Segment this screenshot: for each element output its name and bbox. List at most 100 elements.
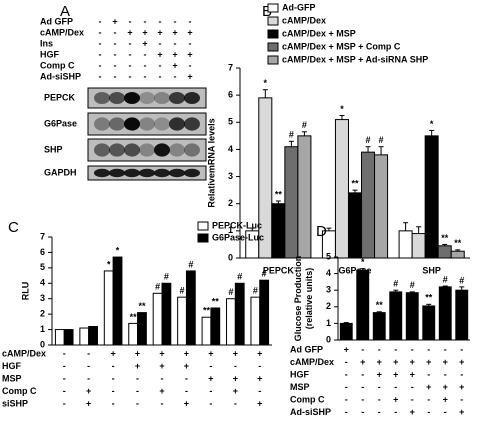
condition-sign: - [112, 361, 115, 371]
condition-sign: - [161, 398, 164, 408]
legend-swatch [197, 233, 209, 243]
condition-sign: + [443, 394, 448, 404]
condition-sign: - [136, 398, 139, 408]
condition-sign: - [144, 49, 147, 59]
bar [79, 327, 90, 346]
condition-label: Ad GFP [40, 16, 73, 26]
legend-swatch [267, 3, 279, 13]
blot-band [139, 117, 155, 131]
condition-sign: + [377, 369, 382, 379]
y-tick-label: 5 [326, 251, 331, 261]
condition-sign: - [411, 382, 414, 392]
y-tick-label: 7 [228, 62, 233, 72]
condition-sign: - [378, 394, 381, 404]
condition-sign: - [234, 361, 237, 371]
panel-label: C [8, 219, 19, 236]
panel-label: B [262, 3, 272, 20]
condition-sign: + [172, 60, 177, 70]
bar [137, 312, 147, 346]
condition-sign: - [129, 38, 132, 48]
condition-sign: - [185, 373, 188, 383]
condition-sign: + [184, 348, 189, 358]
condition-sign: - [114, 60, 117, 70]
bar [372, 312, 386, 341]
blot-band [169, 143, 185, 157]
blot-band [139, 168, 155, 178]
y-tick-label: 4 [40, 278, 45, 288]
condition-sign: - [174, 16, 177, 26]
condition-sign: + [393, 357, 398, 367]
significance-mark: # [410, 280, 415, 290]
condition-sign: + [410, 357, 415, 367]
condition-sign: + [187, 49, 192, 59]
significance-mark: # [443, 274, 448, 284]
condition-sign: + [172, 49, 177, 59]
condition-sign: - [345, 407, 348, 417]
condition-sign: - [99, 49, 102, 59]
condition-label: cAMP/Dex [290, 357, 334, 367]
condition-sign: - [394, 407, 397, 417]
condition-sign: - [234, 398, 237, 408]
x-tick-label: G6Pase [338, 265, 371, 275]
band-label: SHP [44, 144, 63, 154]
condition-sign: + [426, 357, 431, 367]
condition-sign: - [174, 71, 177, 81]
condition-sign: + [135, 348, 140, 358]
y-tick-label: 5 [228, 117, 233, 127]
bar [374, 154, 389, 259]
condition-sign: - [209, 398, 212, 408]
y-tick-label: 4 [228, 144, 233, 154]
significance-mark: # [164, 272, 169, 282]
condition-sign: - [361, 394, 364, 404]
blot-band [184, 117, 200, 131]
blot-band [184, 168, 200, 178]
blot-band [124, 92, 140, 104]
condition-sign: - [87, 348, 90, 358]
bar [210, 307, 221, 346]
condition-sign: - [460, 394, 463, 404]
condition-sign: - [161, 373, 164, 383]
band-label: PEPCK [44, 92, 76, 102]
significance-mark: # [228, 287, 233, 297]
condition-sign: - [114, 38, 117, 48]
significance-mark: ** [441, 233, 449, 243]
significance-mark: * [107, 259, 111, 269]
y-tick-label: 6 [228, 90, 233, 100]
condition-sign: - [460, 344, 463, 354]
y-tick-label: 6 [40, 247, 45, 257]
condition-sign: - [129, 49, 132, 59]
condition-sign: - [114, 49, 117, 59]
condition-sign: + [187, 27, 192, 37]
condition-sign: - [444, 344, 447, 354]
condition-sign: - [144, 60, 147, 70]
y-tick-label: 3 [228, 171, 233, 181]
condition-sign: + [459, 357, 464, 367]
condition-sign: - [411, 394, 414, 404]
condition-label: Comp C [290, 394, 325, 404]
blot-band [139, 143, 155, 157]
condition-sign: + [157, 27, 162, 37]
bar [347, 192, 363, 259]
condition-sign: - [159, 16, 162, 26]
condition-sign: - [112, 386, 115, 396]
condition-sign: - [258, 361, 261, 371]
condition-sign: - [99, 27, 102, 37]
y-tick-label: 7 [40, 231, 45, 241]
condition-sign: + [426, 382, 431, 392]
condition-label: HGF [290, 369, 310, 379]
condition-sign: - [427, 344, 430, 354]
condition-label: HGF [2, 361, 22, 371]
y-tick-label: 0 [228, 252, 233, 262]
condition-sign: + [257, 373, 262, 383]
condition-sign: + [112, 16, 117, 26]
condition-label: cAMP/Dex [40, 27, 84, 37]
condition-label: Ad-siSHP [40, 71, 81, 81]
condition-sign: - [129, 16, 132, 26]
condition-sign: - [361, 407, 364, 417]
bar [128, 322, 139, 346]
condition-sign: + [233, 348, 238, 358]
y-tick-label: 5 [40, 262, 45, 272]
bar [284, 146, 299, 259]
condition-sign: - [189, 38, 192, 48]
condition-sign: - [99, 60, 102, 70]
